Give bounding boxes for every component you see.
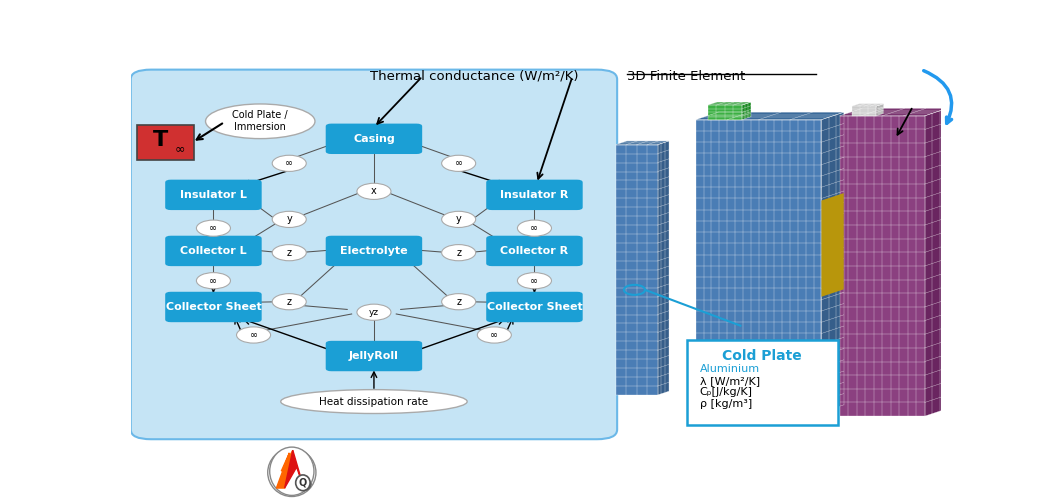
Text: Q: Q (299, 478, 308, 488)
Polygon shape (821, 193, 844, 297)
Text: Aluminium: Aluminium (700, 364, 760, 374)
FancyBboxPatch shape (486, 292, 583, 322)
Circle shape (441, 244, 476, 261)
Polygon shape (696, 112, 844, 119)
Polygon shape (851, 104, 884, 106)
Polygon shape (658, 141, 669, 395)
Circle shape (272, 212, 306, 228)
Text: y: y (287, 214, 292, 224)
Text: ∞: ∞ (491, 330, 498, 340)
FancyBboxPatch shape (486, 236, 583, 266)
FancyBboxPatch shape (131, 70, 617, 439)
Text: ∞: ∞ (530, 276, 539, 285)
Circle shape (357, 184, 391, 200)
FancyBboxPatch shape (325, 341, 423, 371)
Text: Cₚ[J/kg/K]: Cₚ[J/kg/K] (700, 387, 753, 397)
Circle shape (296, 475, 310, 490)
Polygon shape (615, 144, 658, 395)
Polygon shape (615, 141, 669, 144)
Circle shape (270, 447, 314, 496)
Text: z: z (287, 296, 292, 306)
Text: ∞: ∞ (286, 158, 293, 168)
Text: 3D Finite Element: 3D Finite Element (627, 70, 745, 82)
Circle shape (272, 155, 306, 172)
Text: y: y (456, 214, 461, 224)
Text: Insulator R: Insulator R (500, 190, 569, 200)
Text: Q: Q (298, 478, 308, 488)
Text: Insulator L: Insulator L (180, 190, 247, 200)
Polygon shape (945, 112, 959, 420)
Circle shape (197, 272, 230, 289)
Polygon shape (925, 108, 947, 416)
Text: yz: yz (369, 308, 379, 316)
Text: Collector L: Collector L (180, 246, 247, 256)
Text: Cold Plate: Cold Plate (723, 349, 802, 363)
Polygon shape (708, 105, 742, 120)
Polygon shape (945, 104, 981, 112)
Text: ∞: ∞ (209, 223, 218, 233)
Text: z: z (456, 296, 461, 306)
Text: ∞: ∞ (530, 223, 539, 233)
Text: ∞: ∞ (175, 142, 185, 154)
Text: Thermal conductance (W/m²/K): Thermal conductance (W/m²/K) (370, 70, 578, 82)
Text: ∞: ∞ (250, 330, 257, 340)
FancyBboxPatch shape (137, 125, 194, 160)
Text: Heat dissipation rate: Heat dissipation rate (319, 396, 429, 406)
Polygon shape (877, 104, 884, 116)
Circle shape (268, 448, 316, 496)
Polygon shape (277, 454, 294, 488)
Text: Electrolyte: Electrolyte (340, 246, 408, 256)
Text: λ [W/m²/K]: λ [W/m²/K] (700, 376, 760, 386)
Polygon shape (851, 106, 877, 116)
Circle shape (518, 220, 551, 236)
Text: ∞: ∞ (455, 158, 462, 168)
Polygon shape (840, 108, 947, 116)
Polygon shape (742, 102, 751, 120)
Circle shape (295, 474, 311, 490)
Text: T: T (153, 130, 168, 150)
Text: Collector Sheet: Collector Sheet (486, 302, 583, 312)
Text: Cold Plate /
Immersion: Cold Plate / Immersion (232, 110, 288, 132)
Polygon shape (286, 454, 302, 488)
Polygon shape (959, 104, 981, 420)
Polygon shape (276, 450, 293, 488)
Ellipse shape (280, 390, 468, 413)
Circle shape (518, 272, 551, 289)
Polygon shape (840, 116, 925, 416)
Ellipse shape (205, 104, 315, 138)
Polygon shape (821, 112, 844, 412)
Circle shape (272, 294, 306, 310)
Text: ρ [kg/m³]: ρ [kg/m³] (700, 399, 752, 409)
Text: ∞: ∞ (209, 276, 218, 285)
Circle shape (441, 294, 476, 310)
Text: z: z (456, 248, 461, 258)
Circle shape (272, 244, 306, 261)
Polygon shape (708, 102, 751, 105)
FancyBboxPatch shape (486, 180, 583, 210)
FancyBboxPatch shape (687, 340, 838, 426)
Polygon shape (285, 450, 303, 488)
Text: z: z (287, 248, 292, 258)
FancyBboxPatch shape (165, 180, 262, 210)
Circle shape (236, 327, 271, 343)
Circle shape (357, 304, 391, 320)
Circle shape (197, 220, 230, 236)
Text: Collector R: Collector R (500, 246, 569, 256)
Circle shape (441, 155, 476, 172)
Circle shape (477, 327, 511, 343)
FancyBboxPatch shape (165, 292, 262, 322)
FancyBboxPatch shape (165, 236, 262, 266)
Text: Casing: Casing (354, 134, 394, 144)
Text: Collector Sheet: Collector Sheet (165, 302, 262, 312)
Polygon shape (696, 120, 821, 412)
Text: x: x (371, 186, 377, 196)
FancyBboxPatch shape (325, 236, 423, 266)
Circle shape (441, 212, 476, 228)
Text: JellyRoll: JellyRoll (349, 351, 399, 361)
FancyBboxPatch shape (325, 124, 423, 154)
